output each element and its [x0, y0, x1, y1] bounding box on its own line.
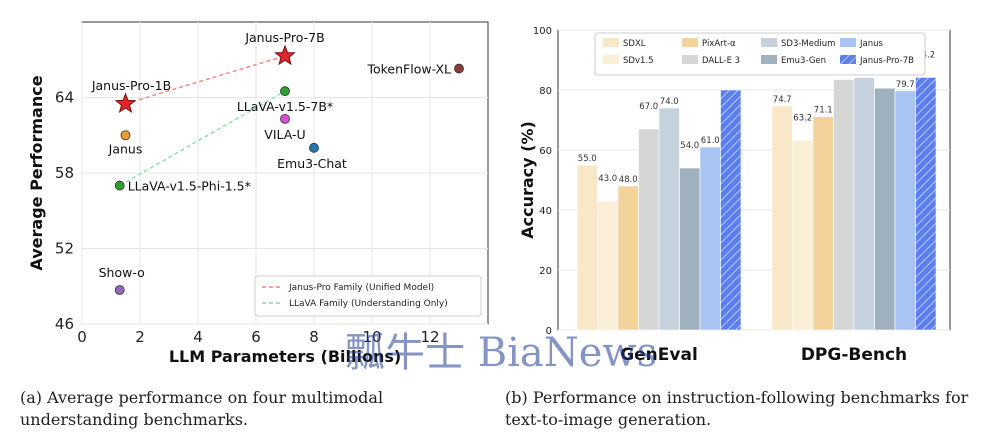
bar-pixart-dpg-bench	[812, 116, 834, 331]
bar-pixart-geneval	[617, 185, 639, 331]
legend-label-pixart: PixArt-α	[702, 39, 736, 49]
point-tokenflow-xl	[454, 63, 464, 74]
caption-b: (b) Performance on instruction-following…	[505, 388, 969, 429]
bar-sdxl-dpg-bench	[771, 105, 793, 331]
point-janus	[120, 130, 131, 141]
legend-swatch-janus-pro-7b	[840, 55, 856, 64]
legend-label-sd3-medium: SD3-Medium	[781, 39, 835, 49]
bar-sdv1-5-dpg-bench	[792, 140, 814, 331]
point-label-emu3-chat: Emu3-Chat	[277, 156, 347, 171]
y-axis-label: Accuracy (%)	[518, 121, 537, 239]
y-tick-label: 100	[533, 26, 552, 37]
y-tick-label: 40	[539, 206, 552, 217]
legend-box	[254, 275, 482, 317]
y-tick-label: 80	[539, 86, 552, 97]
legend-label-llava: LLaVA Family (Understanding Only)	[289, 299, 448, 309]
watermark: 瓢牛士 BiaNews	[345, 330, 658, 376]
legend-label-dall-e-3: DALL-E 3	[702, 56, 740, 66]
bar-value-label: 71.1	[814, 106, 833, 116]
legend-label-emu3-gen: Emu3-Gen	[781, 56, 826, 66]
category-label-geneval: GenEval	[620, 345, 698, 365]
bar-value-label: 55.0	[578, 154, 597, 164]
bar-janus-pro-7b-geneval	[720, 89, 742, 331]
y-tick-label: 0	[546, 326, 552, 337]
family-line-llava-family-understanding-only	[119, 90, 286, 187]
point-label-show-o: Show-o	[99, 265, 145, 280]
bar-sdxl-geneval	[576, 164, 598, 331]
point-label-janus-pro-1b: Janus-Pro-1B	[91, 78, 171, 93]
bar-value-label: 54.0	[680, 141, 699, 151]
x-tick-label: 0	[77, 328, 87, 346]
legend-swatch-pixart	[682, 38, 698, 47]
point-vila-u	[280, 113, 290, 124]
bar-dall-e-3-geneval	[638, 128, 660, 331]
point-label-tokenflow-xl: TokenFlow-XL	[366, 62, 451, 77]
chart-legend: SDXL SDv1.5 PixArt-α DALL-E 3 SD3-Medium Emu3…	[594, 32, 926, 76]
legend-swatch-emu3-gen	[761, 55, 777, 64]
point-llava-v1-5-7b	[280, 86, 290, 97]
y-tick-label: 58	[55, 164, 74, 182]
legend-label-janus: Janus	[859, 39, 883, 49]
chart-legend: Janus-Pro Family (Unified Model) LLaVA F…	[254, 275, 482, 317]
bar-sd3-medium-dpg-bench	[853, 77, 875, 331]
y-axis-label: Average Performance	[27, 75, 46, 270]
bar-value-label: 63.2	[793, 113, 812, 123]
bar-value-label: 48.0	[619, 175, 638, 185]
x-tick-label: 12	[420, 328, 439, 346]
legend-label-janus-pro: Janus-Pro Family (Unified Model)	[288, 283, 434, 293]
point-label-llava-v1-5-7b: LLaVA-v1.5-7B*	[237, 99, 333, 114]
x-tick-label: 10	[362, 328, 381, 346]
x-tick-label: 2	[135, 328, 145, 346]
x-axis-label: LLM Parameters (Billions)	[169, 347, 401, 366]
bar-sd3-medium-geneval	[658, 107, 680, 331]
legend-swatch-janus	[840, 38, 856, 47]
bar-chart: 0 20 40 60 80 100 GenEval DPG-Bench 55.043.0 48.…	[518, 26, 951, 365]
x-tick-label: 4	[193, 328, 203, 346]
bar-value-label: 74.0	[660, 97, 679, 107]
y-tick-label: 20	[539, 266, 552, 277]
point-label-janus-pro-7b: Janus-Pro-7B	[244, 30, 324, 45]
point-label-vila-u: VILA-U	[264, 127, 305, 142]
bar-emu3-gen-geneval	[679, 167, 701, 331]
legend-swatch-sdv1-5	[603, 55, 619, 64]
legend-label-sdxl: SDXL	[623, 39, 646, 49]
point-janus-pro-1b	[114, 92, 137, 114]
x-tick-label: 8	[309, 328, 319, 346]
bar-dall-e-3-dpg-bench	[833, 79, 855, 331]
caption-a: (a) Average performance on four multimod…	[20, 388, 384, 429]
bar-sdv1-5-geneval	[597, 200, 619, 331]
bar-value-label: 79.7	[896, 80, 915, 90]
bar-value-label: 61.0	[701, 136, 720, 146]
bar-value-label: 74.7	[773, 95, 792, 105]
y-tick-label: 46	[55, 315, 74, 333]
bar-janus-pro-7b-dpg-bench	[915, 77, 937, 331]
point-llava-v1-5-phi-1-5	[114, 180, 125, 191]
category-label-dpg-bench: DPG-Bench	[801, 345, 907, 365]
x-tick-label: 6	[251, 328, 261, 346]
y-tick-label: 52	[55, 240, 74, 258]
point-janus-pro-7b	[274, 44, 296, 66]
legend-swatch-sd3-medium	[761, 38, 777, 47]
legend-label-sdv1-5: SDv1.5	[623, 56, 654, 66]
y-tick-label: 60	[539, 146, 552, 157]
point-label-janus: Janus	[108, 141, 143, 156]
legend-swatch-dall-e-3	[682, 55, 698, 64]
point-label-llava-v1-5-phi-1-5: LLaVA-v1.5-Phi-1.5*	[128, 179, 251, 194]
point-emu3-chat	[309, 142, 319, 153]
legend-swatch-sdxl	[603, 38, 619, 47]
legend-label-janus-pro-7b: Janus-Pro-7B	[859, 56, 914, 66]
bar-janus-dpg-bench	[894, 90, 916, 331]
bar-emu3-gen-dpg-bench	[874, 87, 896, 331]
bar-value-label: 84.2	[916, 50, 935, 60]
bar-value-label: 43.0	[598, 174, 617, 184]
point-show-o	[114, 285, 125, 295]
y-tick-label: 64	[55, 89, 74, 107]
bar-janus-geneval	[699, 146, 721, 331]
bar-value-label: 67.0	[639, 102, 658, 112]
